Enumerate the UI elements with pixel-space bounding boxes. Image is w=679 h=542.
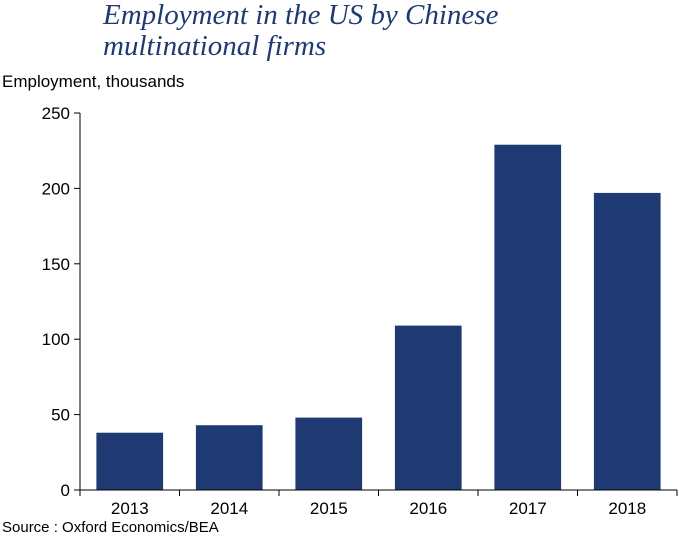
x-tick-label-2016: 2016 [409, 499, 447, 518]
bar-2015 [295, 417, 363, 490]
y-tick-label-250: 250 [42, 104, 70, 123]
y-tick-label-0: 0 [61, 481, 70, 500]
y-tick-label-100: 100 [42, 330, 70, 349]
chart-title-line-1: Employment in the US by Chinese [103, 0, 499, 31]
bars-group [96, 144, 661, 490]
x-tick-label-2015: 2015 [310, 499, 348, 518]
axes-group: 0 50 100 150 200 250 2013 2014 2015 2016 2017 2018 [42, 104, 678, 518]
bar-2017 [494, 144, 562, 490]
chart-title-line-2: multinational firms [103, 30, 327, 62]
x-tick-label-2018: 2018 [608, 499, 646, 518]
bar-2013 [96, 432, 164, 490]
x-tick-label-2013: 2013 [111, 499, 149, 518]
y-tick-label-200: 200 [42, 179, 70, 198]
y-tick-label-50: 50 [51, 406, 70, 425]
x-tick-label-2017: 2017 [509, 499, 547, 518]
chart-title: Employment in the US by Chinese multinat… [103, 0, 663, 62]
y-axis-label: Employment, thousands [2, 72, 185, 91]
bar-2014 [195, 425, 263, 490]
bar-2016 [394, 325, 462, 490]
x-tick-label-2014: 2014 [210, 499, 248, 518]
bar-2018 [593, 192, 661, 490]
y-tick-label-150: 150 [42, 255, 70, 274]
source-note: Source : Oxford Economics/BEA [2, 519, 219, 536]
